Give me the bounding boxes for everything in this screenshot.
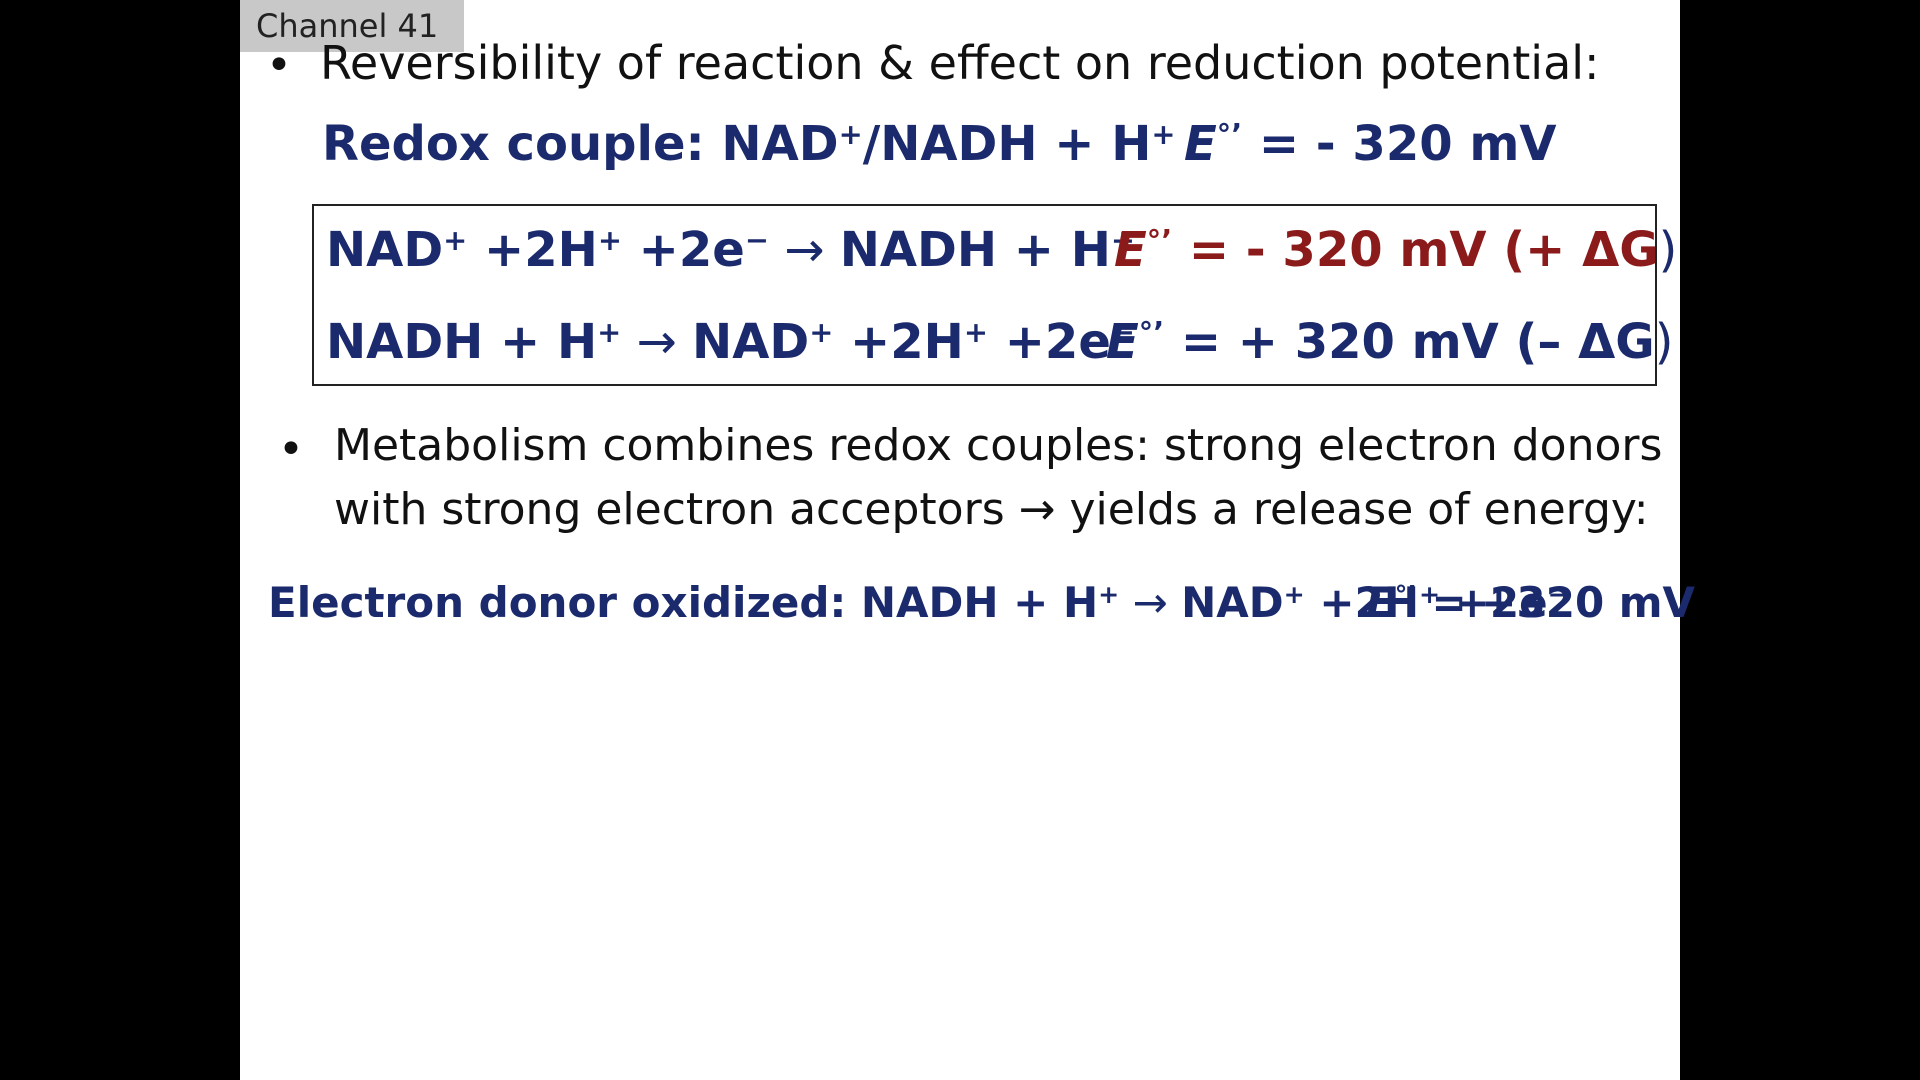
equation-term: NAD: [326, 222, 444, 278]
arrow-icon: →: [1119, 578, 1182, 627]
arrow-icon: →: [768, 222, 840, 278]
equation-term: NADH + H: [326, 314, 598, 370]
bullet-marker: •: [278, 424, 304, 475]
close-paren: ): [1654, 314, 1674, 370]
bullet1-text: Reversibility of reaction & effect on re…: [320, 36, 1600, 90]
superscript: −: [1110, 315, 1136, 350]
equation-term: +2H: [833, 314, 964, 370]
bullet-marker: •: [266, 40, 292, 91]
equation-term: NAD: [692, 314, 810, 370]
superscript: +: [1418, 580, 1441, 610]
superscript: +: [1283, 580, 1305, 610]
superscript: °’: [1138, 315, 1165, 350]
box-row1-equation: NAD+ +2H+ +2e− → NADH + H+: [326, 222, 1135, 278]
box-row2-potential: E°’ = + 320 mV (– ΔG): [1106, 314, 1673, 370]
box-row1-potential: E°’ = - 320 mV (+ ΔG): [1114, 222, 1677, 278]
e-symbol: E: [1184, 116, 1217, 172]
superscript: −: [1547, 580, 1569, 610]
superscript: °’: [1146, 223, 1173, 258]
channel-label: Channel 41: [240, 0, 464, 52]
bullet2-line2: with strong electron acceptors → yields …: [334, 484, 1649, 535]
superscript: −: [744, 223, 769, 258]
box-row2-equation: NADH + H+ → NAD+ +2H+ +2e−: [326, 314, 1135, 370]
potential-value: = + 320 mV (– ΔG: [1164, 314, 1655, 370]
redox-couple-line: Redox couple: NAD+/NADH + H+: [322, 116, 1176, 172]
bullet2-line1: Metabolism combines redox couples: stron…: [334, 420, 1663, 471]
superscript: °’: [1394, 580, 1417, 610]
equation-box: [312, 204, 1657, 386]
donor-part: NAD: [1181, 578, 1284, 627]
superscript: +: [809, 315, 834, 350]
donor-potential: E°’ = +320 mV: [1366, 578, 1695, 627]
superscript: +: [597, 315, 622, 350]
equation-term: +2e: [621, 222, 745, 278]
superscript: +: [838, 117, 863, 152]
donor-part: +2e: [1440, 578, 1548, 627]
bullet2-line2-b: yields a release of energy:: [1055, 484, 1649, 535]
potential-value: = - 320 mV: [1242, 116, 1557, 172]
superscript: +: [1098, 580, 1120, 610]
donor-label: Electron donor oxidized: NADH + H: [268, 578, 1099, 627]
close-paren: ): [1658, 222, 1678, 278]
equation-term: +2e: [987, 314, 1111, 370]
e-symbol: E: [1366, 578, 1395, 627]
donor-part: +2H: [1304, 578, 1419, 627]
arrow-icon: →: [621, 314, 693, 370]
superscript: +: [1151, 117, 1176, 152]
superscript: +: [963, 315, 988, 350]
equation-term: +2H: [467, 222, 598, 278]
arrow-icon: →: [1018, 484, 1056, 535]
electron-donor-line: Electron donor oxidized: NADH + H+ → NAD…: [268, 578, 1569, 627]
superscript: +: [597, 223, 622, 258]
e-symbol: E: [1106, 314, 1139, 370]
superscript: +: [1110, 223, 1136, 258]
equation-term: NADH + H: [839, 222, 1111, 278]
redox-couple-mid: /NADH + H: [862, 116, 1152, 172]
e-symbol: E: [1114, 222, 1147, 278]
slide-canvas: [240, 0, 1680, 1080]
redox-couple-potential: E°’ = - 320 mV: [1184, 116, 1556, 172]
potential-value: = - 320 mV (+ ΔG: [1172, 222, 1659, 278]
bullet2-line2-a: with strong electron acceptors: [334, 484, 1019, 535]
potential-value: = +320 mV: [1416, 578, 1696, 627]
redox-couple-label: Redox couple: NAD: [322, 116, 839, 172]
superscript: +: [443, 223, 468, 258]
superscript: °’: [1216, 117, 1243, 152]
